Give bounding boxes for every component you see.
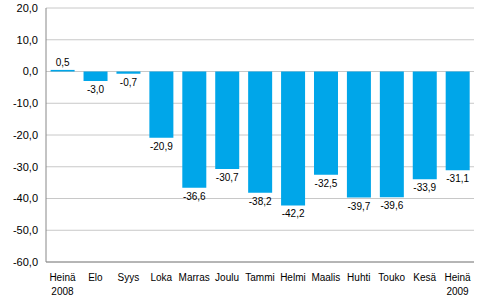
svg-text:Touko: Touko xyxy=(378,272,405,283)
svg-text:-32,5: -32,5 xyxy=(315,178,338,189)
svg-text:2008: 2008 xyxy=(51,286,74,297)
svg-text:Syys: Syys xyxy=(117,272,139,283)
svg-text:Heinä: Heinä xyxy=(49,272,76,283)
svg-text:Loka: Loka xyxy=(150,272,172,283)
svg-text:Huhti: Huhti xyxy=(347,272,370,283)
svg-text:Joulu: Joulu xyxy=(215,272,239,283)
svg-text:-33,9: -33,9 xyxy=(413,182,436,193)
svg-text:0,0: 0,0 xyxy=(23,65,38,77)
svg-text:-36,6: -36,6 xyxy=(183,191,206,202)
svg-text:-40,0: -40,0 xyxy=(13,192,38,204)
svg-text:10,0: 10,0 xyxy=(17,34,38,46)
svg-text:-20,0: -20,0 xyxy=(13,129,38,141)
svg-text:20,0: 20,0 xyxy=(17,2,38,14)
svg-text:-20,9: -20,9 xyxy=(150,141,173,152)
svg-text:-39,7: -39,7 xyxy=(348,201,371,212)
svg-text:-60,0: -60,0 xyxy=(13,256,38,268)
svg-text:Marras: Marras xyxy=(179,272,210,283)
svg-text:-0,7: -0,7 xyxy=(120,77,138,88)
svg-text:-3,0: -3,0 xyxy=(87,84,105,95)
svg-text:-39,6: -39,6 xyxy=(380,200,403,211)
svg-text:Elo: Elo xyxy=(88,272,103,283)
svg-text:-42,2: -42,2 xyxy=(282,208,305,219)
svg-text:Helmi: Helmi xyxy=(280,272,306,283)
svg-text:-30,7: -30,7 xyxy=(216,172,239,183)
svg-text:-30,0: -30,0 xyxy=(13,161,38,173)
svg-text:0,5: 0,5 xyxy=(56,57,70,68)
svg-text:Heinä: Heinä xyxy=(444,272,471,283)
svg-text:Tammi: Tammi xyxy=(245,272,274,283)
svg-text:-50,0: -50,0 xyxy=(13,224,38,236)
svg-text:Maalis: Maalis xyxy=(311,272,340,283)
svg-text:-31,1: -31,1 xyxy=(446,173,469,184)
svg-text:2009: 2009 xyxy=(446,286,469,297)
svg-text:-10,0: -10,0 xyxy=(13,97,38,109)
svg-text:Kesä: Kesä xyxy=(413,272,436,283)
svg-text:-38,2: -38,2 xyxy=(249,196,272,207)
